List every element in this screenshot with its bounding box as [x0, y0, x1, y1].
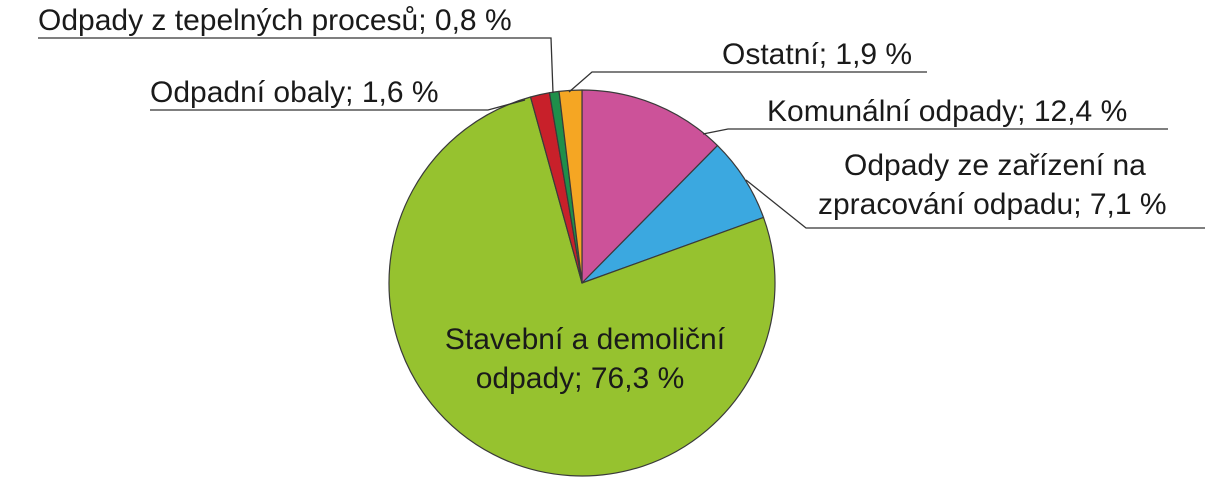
leader-line-ostatni [568, 71, 927, 93]
label-ostatni: Ostatní; 1,9 % [722, 38, 912, 71]
leader-line-zpracovani [745, 179, 1205, 229]
slice-stavebni-demolicni [388, 96, 776, 477]
label-stavebni-line-1: Stavební a demoliční [445, 323, 726, 356]
pie-slices [388, 89, 776, 477]
label-stavebni-line-2: odpady; 76,3 % [476, 362, 685, 395]
leader-lines [38, 37, 1205, 229]
label-komunalni-odpady: Komunální odpady; 12,4 % [767, 95, 1127, 128]
leader-line-komunalni [702, 128, 1168, 135]
leader-line-tepelne [38, 37, 554, 94]
leader-line-obaly [150, 99, 526, 111]
label-zpracovani-line-1: Odpady ze zařízení na [844, 149, 1146, 182]
label-odpadni-obaly: Odpadní obaly; 1,6 % [150, 76, 439, 109]
slice-komunalni-odpady [581, 89, 719, 284]
label-tepelne-procesy: Odpady z tepelných procesů; 0,8 % [38, 4, 512, 37]
label-zpracovani-line-2: zpracování odpadu; 7,1 % [818, 188, 1167, 221]
